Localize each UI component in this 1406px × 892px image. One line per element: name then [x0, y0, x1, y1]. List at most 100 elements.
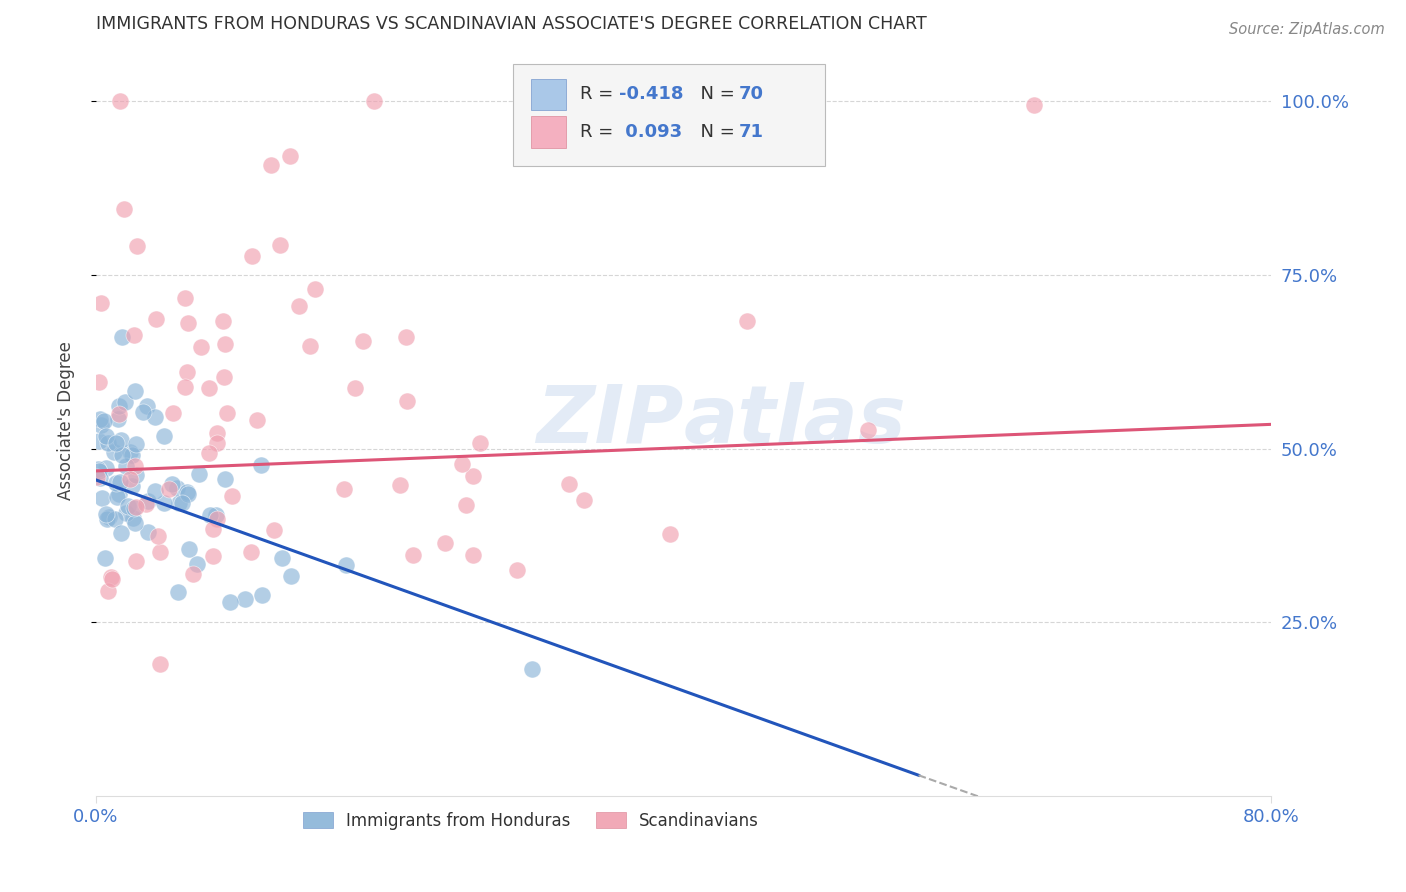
Point	[97, 510, 120, 524]
Point	[122, 500, 145, 515]
Point	[136, 399, 159, 413]
Point	[249, 458, 271, 472]
Text: Source: ZipAtlas.com: Source: ZipAtlas.com	[1229, 22, 1385, 37]
Point	[190, 340, 212, 354]
Point	[737, 314, 759, 328]
Point	[136, 493, 159, 508]
Point	[288, 299, 311, 313]
Point	[252, 588, 274, 602]
Point	[280, 569, 302, 583]
Point	[454, 498, 477, 512]
Point	[94, 550, 117, 565]
Point	[89, 412, 111, 426]
Point	[124, 458, 146, 473]
Point	[107, 407, 129, 421]
Point	[125, 500, 148, 515]
Point	[176, 366, 198, 380]
Text: N =: N =	[689, 123, 741, 141]
Point	[221, 489, 243, 503]
Point	[198, 446, 221, 460]
Point	[131, 405, 153, 419]
Point	[239, 544, 262, 558]
Point	[111, 448, 134, 462]
Point	[269, 238, 291, 252]
Point	[136, 525, 159, 540]
Point	[146, 529, 169, 543]
Point	[212, 369, 235, 384]
Point	[363, 95, 385, 109]
Text: -0.418: -0.418	[619, 86, 683, 103]
Point	[177, 486, 200, 500]
Point	[153, 496, 176, 510]
Point	[101, 572, 124, 586]
Point	[97, 436, 120, 450]
Point	[212, 314, 235, 328]
Point	[162, 406, 184, 420]
Point	[115, 507, 138, 521]
Point	[108, 487, 131, 501]
Point	[260, 158, 283, 172]
Point	[110, 526, 132, 541]
Point	[122, 511, 145, 525]
Point	[186, 558, 208, 572]
Text: N =: N =	[689, 86, 741, 103]
Point	[90, 417, 112, 432]
Point	[104, 512, 127, 526]
Point	[304, 282, 326, 296]
Point	[108, 95, 131, 109]
Point	[202, 549, 225, 563]
Point	[157, 482, 180, 496]
Point	[461, 469, 484, 483]
Point	[450, 458, 472, 472]
Point	[143, 483, 166, 498]
Point	[201, 522, 224, 536]
Point	[160, 476, 183, 491]
Point	[204, 508, 226, 522]
Point	[352, 334, 374, 349]
Point	[125, 554, 148, 568]
Text: ZIP: ZIP	[536, 382, 683, 460]
Point	[214, 472, 236, 486]
Point	[86, 470, 108, 484]
Point	[90, 295, 112, 310]
Point	[335, 558, 357, 572]
Point	[135, 496, 157, 510]
Point	[215, 406, 238, 420]
Point	[520, 662, 543, 676]
Point	[558, 477, 581, 491]
Point	[127, 239, 149, 253]
Point	[89, 434, 111, 449]
Point	[89, 470, 111, 484]
Point	[94, 460, 117, 475]
Point	[93, 414, 115, 428]
FancyBboxPatch shape	[531, 116, 567, 148]
Point	[270, 551, 292, 566]
Point	[176, 484, 198, 499]
Point	[177, 316, 200, 330]
Point	[118, 445, 141, 459]
Point	[198, 381, 221, 395]
Point	[388, 478, 411, 492]
Point	[143, 410, 166, 425]
Point	[96, 508, 118, 522]
Point	[299, 339, 322, 353]
Point	[183, 567, 205, 582]
Y-axis label: Associate's Degree: Associate's Degree	[58, 342, 75, 500]
Point	[105, 475, 128, 490]
Point	[125, 468, 148, 483]
Point	[207, 435, 229, 450]
Text: 71: 71	[738, 123, 763, 141]
Point	[87, 376, 110, 390]
Point	[173, 380, 195, 394]
Point	[658, 527, 681, 541]
Point	[395, 329, 418, 343]
Point	[121, 448, 143, 462]
Point	[112, 202, 135, 216]
Point	[149, 544, 172, 558]
Point	[344, 381, 367, 395]
Point	[463, 548, 485, 562]
Point	[187, 467, 209, 482]
Point	[240, 249, 263, 263]
Point	[200, 508, 222, 522]
Point	[97, 584, 120, 599]
